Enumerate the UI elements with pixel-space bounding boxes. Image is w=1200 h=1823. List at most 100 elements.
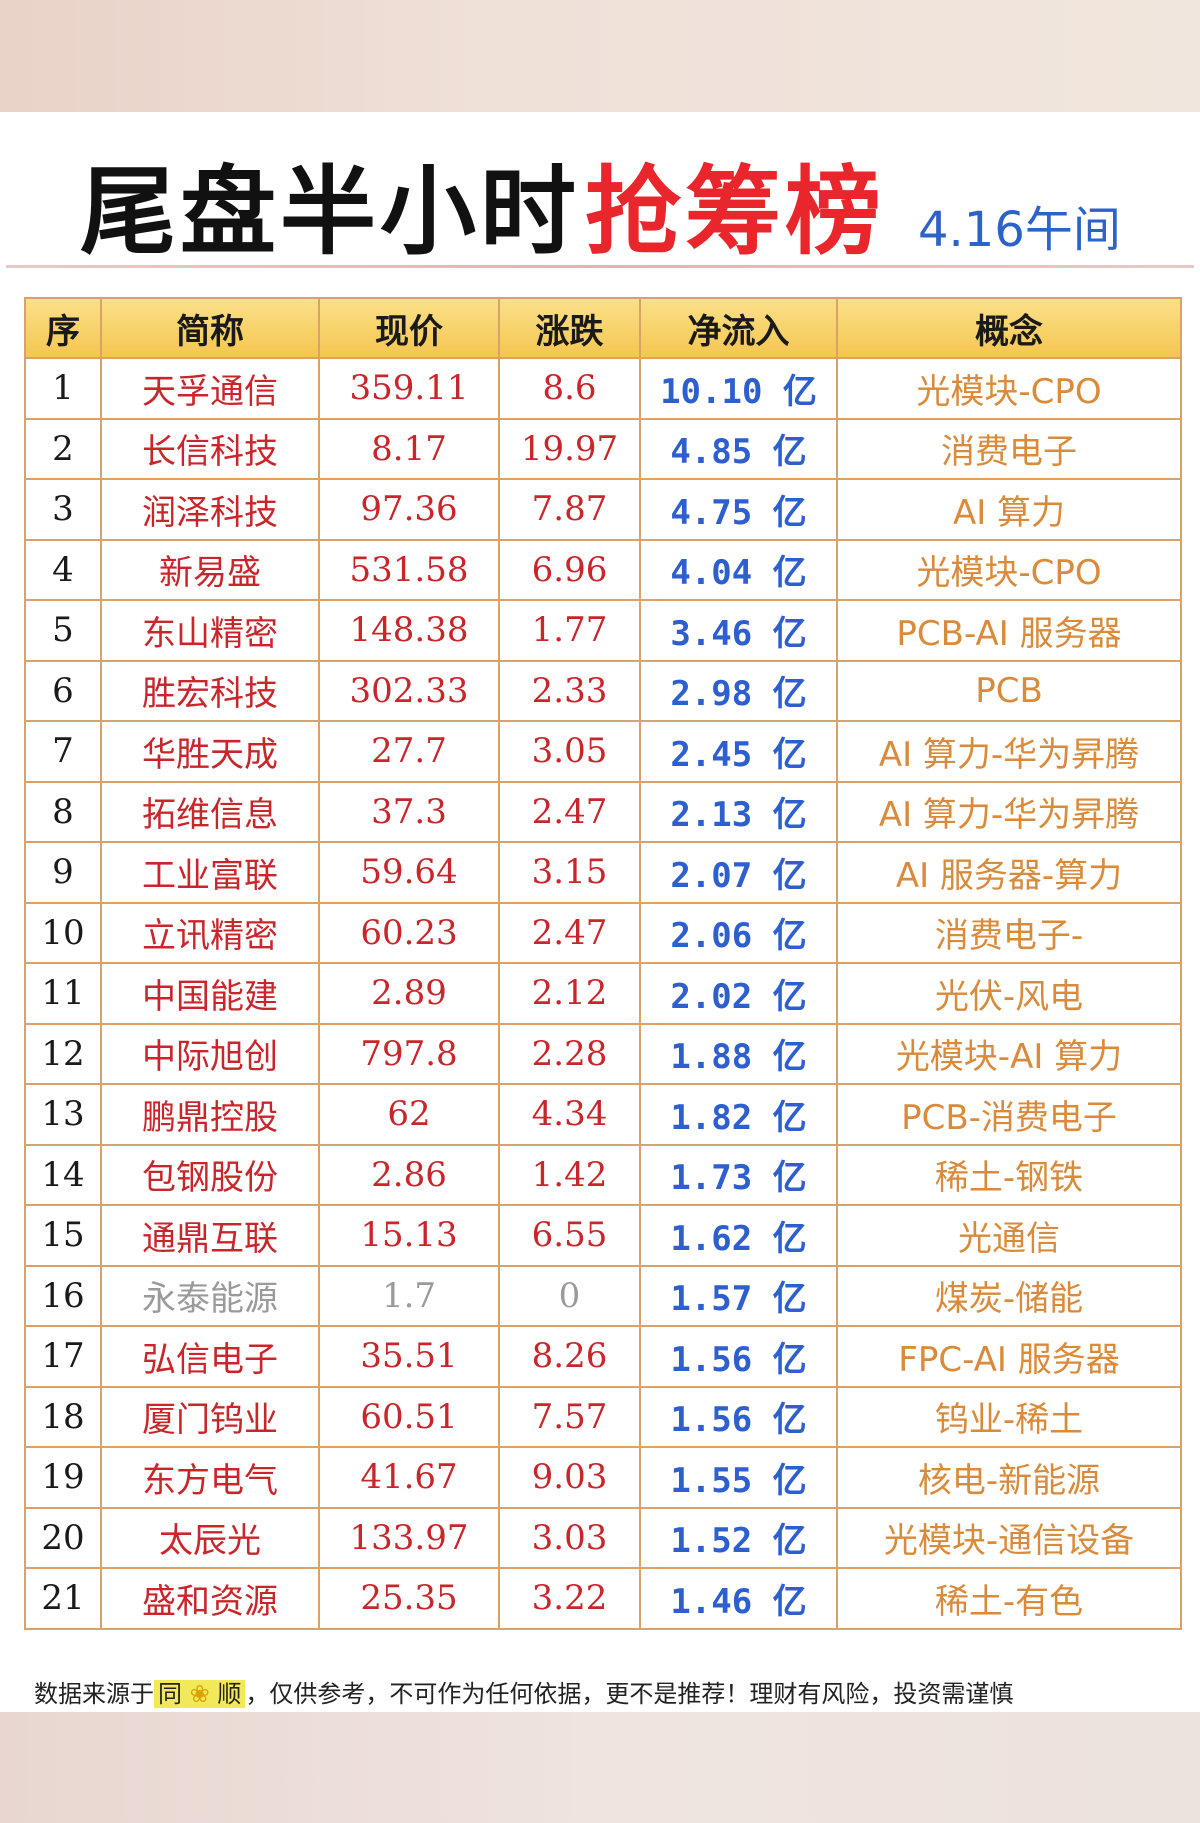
cell-name: 厦门钨业 [100, 1385, 320, 1448]
cell-name: 天孚通信 [100, 357, 320, 420]
cell-name: 弘信电子 [100, 1325, 320, 1388]
table-row: 21 盛和资源 25.35 3.22 1.46 亿稀土-有色 [24, 1567, 1182, 1630]
cell-concept: 消费电子 [836, 417, 1182, 480]
bottom-background-band [0, 1712, 1200, 1823]
cell-inflow: 1.56 亿 [639, 1385, 838, 1448]
table-row: 3 润泽科技 97.36 7.87 4.75 亿 AI 算力 [24, 478, 1182, 541]
cell-inflow: 4.04 亿 [639, 538, 838, 601]
table-header-row: 序 简称 现价 涨跌 净流入 概念 [24, 297, 1182, 359]
cell-concept: 煤炭-储能 [836, 1264, 1182, 1327]
cell-price: 35.51 [318, 1325, 500, 1388]
table-row: 14 包钢股份 2.86 1.42 1.73 亿稀土-钢铁 [24, 1143, 1182, 1206]
table-body: 1 天孚通信 359.11 8.6 10.10 亿光模块-CPO 2 长信科技 8.17 19.… [24, 357, 1182, 1630]
cell-inflow: 1.46 亿 [639, 1567, 838, 1630]
cell-change: 7.57 [498, 1385, 641, 1448]
cell-index: 13 [24, 1083, 102, 1146]
cell-price: 8.17 [318, 417, 500, 480]
cell-change: 8.6 [498, 357, 641, 420]
table-row: 4 新易盛 531.58 6.96 4.04 亿光模块-CPO [24, 538, 1182, 601]
cell-change: 9.03 [498, 1446, 641, 1509]
cell-name: 拓维信息 [100, 780, 320, 843]
cell-inflow: 2.06 亿 [639, 901, 838, 964]
cell-concept: PCB [836, 659, 1182, 722]
cell-change: 0 [498, 1264, 641, 1327]
table-row: 6 胜宏科技 302.33 2.33 2.98 亿 PCB [24, 659, 1182, 722]
source-name-a: 同 [158, 1680, 182, 1708]
cell-concept: PCB-AI 服务器 [836, 599, 1182, 662]
cell-name: 华胜天成 [100, 720, 320, 783]
cell-concept: 光模块-AI 算力 [836, 1022, 1182, 1085]
table-row: 9 工业富联 59.64 3.15 2.07 亿 AI 服务器-算力 [24, 841, 1182, 904]
cell-name: 盛和资源 [100, 1567, 320, 1630]
cell-inflow: 10.10 亿 [639, 357, 838, 420]
cell-name: 新易盛 [100, 538, 320, 601]
cell-name: 通鼎互联 [100, 1204, 320, 1267]
cell-change: 3.05 [498, 720, 641, 783]
cell-name: 东方电气 [100, 1446, 320, 1509]
table-row: 8 拓维信息 37.3 2.47 2.13 亿 AI 算力-华为昇腾 [24, 780, 1182, 843]
cell-inflow: 2.45 亿 [639, 720, 838, 783]
table-row: 13 鹏鼎控股 62 4.34 1.82 亿 PCB-消费电子 [24, 1083, 1182, 1146]
cell-change: 1.42 [498, 1143, 641, 1206]
disclaimer-footer: 数据来源于同 ❀ 顺，仅供参考，不可作为任何依据，更不是推荐！理财有风险，投资需… [34, 1674, 1013, 1714]
footer-prefix: 数据来源于 [34, 1680, 154, 1708]
cell-price: 1.7 [318, 1264, 500, 1327]
cell-name: 立讯精密 [100, 901, 320, 964]
cell-concept: FPC-AI 服务器 [836, 1325, 1182, 1388]
ranking-card: 尾盘半小时 抢筹榜 4.16午间 序 简称 现价 涨跌 净流入 概念 1 天孚通信… [0, 112, 1200, 1712]
header-concept: 概念 [836, 297, 1182, 359]
cell-change: 2.47 [498, 901, 641, 964]
cell-index: 16 [24, 1264, 102, 1327]
cell-name: 长信科技 [100, 417, 320, 480]
cell-name: 东山精密 [100, 599, 320, 662]
cell-change: 2.47 [498, 780, 641, 843]
cell-change: 2.12 [498, 962, 641, 1025]
cell-name: 工业富联 [100, 841, 320, 904]
cell-price: 2.86 [318, 1143, 500, 1206]
cell-concept: 稀土-有色 [836, 1567, 1182, 1630]
header-index: 序 [24, 297, 102, 359]
cell-name: 润泽科技 [100, 478, 320, 541]
data-source-name: 同 ❀ 顺 [154, 1680, 246, 1708]
cell-concept: 光通信 [836, 1204, 1182, 1267]
cell-name: 中际旭创 [100, 1022, 320, 1085]
cell-index: 12 [24, 1022, 102, 1085]
cell-change: 4.34 [498, 1083, 641, 1146]
table-row: 11 中国能建 2.89 2.12 2.02 亿光伏-风电 [24, 962, 1182, 1025]
page-title-highlight: 抢筹榜 [585, 156, 885, 268]
footer-disclaimer: ，仅供参考，不可作为任何依据，更不是推荐！理财有风险，投资需谨慎 [245, 1680, 1014, 1708]
cell-inflow: 1.62 亿 [639, 1204, 838, 1267]
header-price: 现价 [318, 297, 500, 359]
header-inflow: 净流入 [639, 297, 838, 359]
cell-name: 包钢股份 [100, 1143, 320, 1206]
table-row: 15 通鼎互联 15.13 6.55 1.62 亿光通信 [24, 1204, 1182, 1267]
header-change: 涨跌 [498, 297, 641, 359]
cell-change: 3.03 [498, 1506, 641, 1569]
table-row: 2 长信科技 8.17 19.97 4.85 亿消费电子 [24, 417, 1182, 480]
page-title: 尾盘半小时 [80, 156, 580, 268]
cell-index: 8 [24, 780, 102, 843]
cell-index: 11 [24, 962, 102, 1025]
cell-concept: 钨业-稀土 [836, 1385, 1182, 1448]
cell-index: 9 [24, 841, 102, 904]
cell-name: 鹏鼎控股 [100, 1083, 320, 1146]
cell-name: 胜宏科技 [100, 659, 320, 722]
cell-index: 4 [24, 538, 102, 601]
cell-inflow: 4.85 亿 [639, 417, 838, 480]
cell-price: 37.3 [318, 780, 500, 843]
cell-index: 21 [24, 1567, 102, 1630]
cell-concept: AI 服务器-算力 [836, 841, 1182, 904]
cell-price: 531.58 [318, 538, 500, 601]
cell-inflow: 1.73 亿 [639, 1143, 838, 1206]
cell-index: 15 [24, 1204, 102, 1267]
cell-price: 97.36 [318, 478, 500, 541]
cell-name: 中国能建 [100, 962, 320, 1025]
cell-concept: AI 算力 [836, 478, 1182, 541]
cell-inflow: 1.88 亿 [639, 1022, 838, 1085]
cell-concept: 光模块-通信设备 [836, 1506, 1182, 1569]
cell-index: 19 [24, 1446, 102, 1509]
cell-price: 797.8 [318, 1022, 500, 1085]
cell-price: 59.64 [318, 841, 500, 904]
cell-inflow: 1.57 亿 [639, 1264, 838, 1327]
top-background-band [0, 0, 1200, 112]
